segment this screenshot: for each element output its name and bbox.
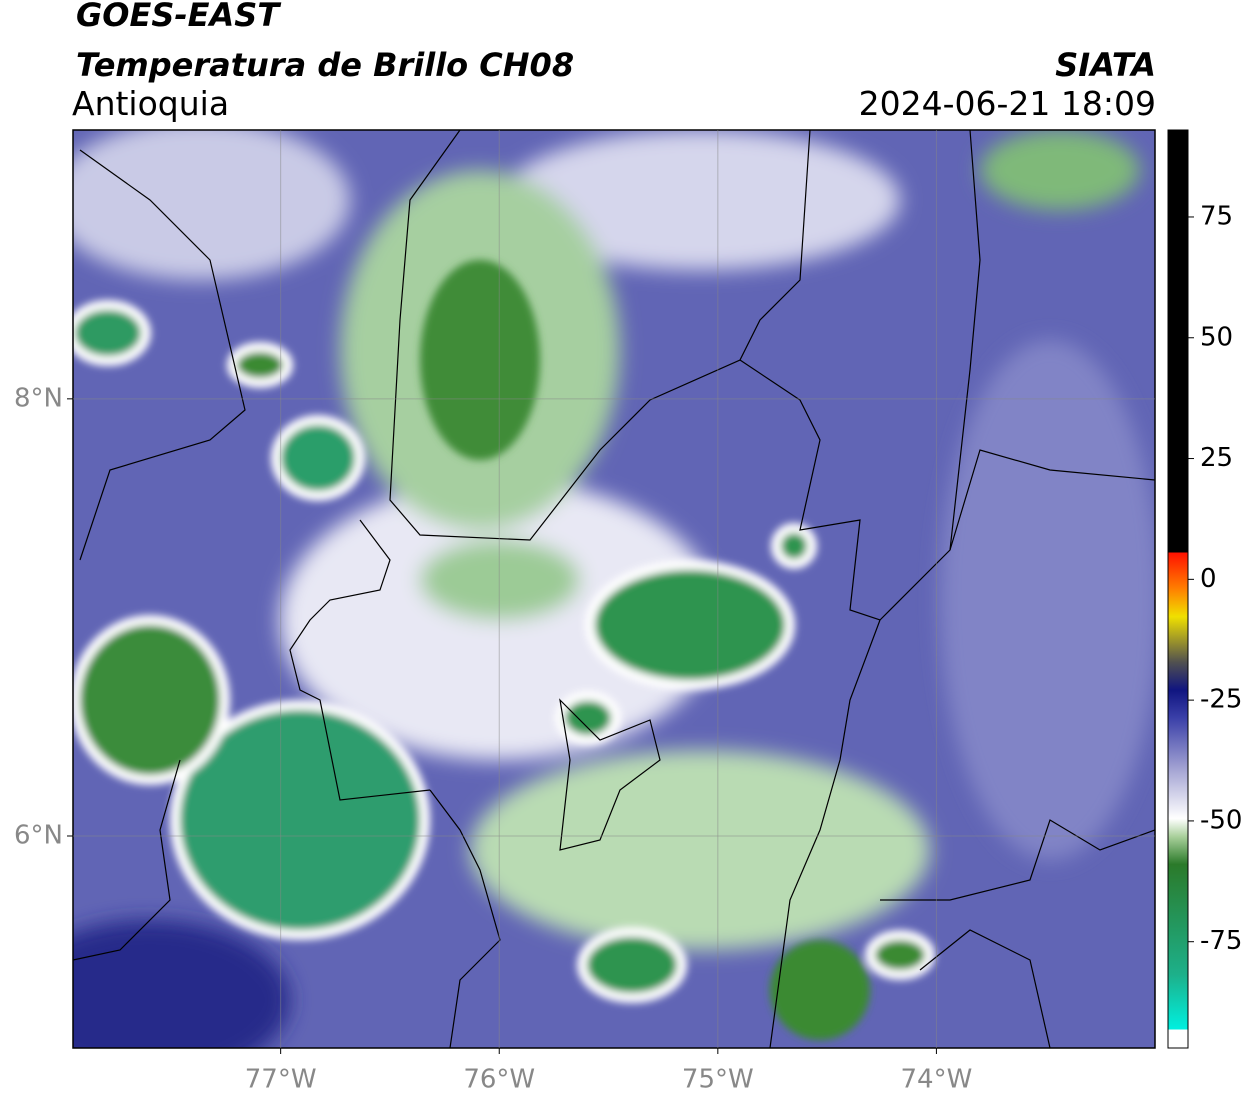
- colorbar-tick-label: -25: [1200, 685, 1242, 715]
- lat-tick-label: 8°N: [14, 383, 63, 413]
- colorbar-tick-label: -50: [1200, 805, 1242, 835]
- source: SIATA: [1055, 46, 1156, 84]
- title: GOES-EAST: [76, 0, 280, 34]
- subtitle: Temperatura de Brillo CH08: [76, 46, 575, 84]
- colorbar-tick-label: 75: [1200, 201, 1233, 231]
- colorbar: [1167, 129, 1189, 1049]
- colorbar-tick-label: 0: [1200, 564, 1217, 594]
- borders: [73, 130, 1155, 1048]
- colorbar-tick-label: 25: [1200, 443, 1233, 473]
- lon-tick-label: 75°W: [682, 1065, 754, 1095]
- lat-tick-label: 6°N: [14, 820, 63, 850]
- lon-tick-label: 77°W: [245, 1065, 317, 1095]
- region: Antioquia: [72, 84, 230, 123]
- lon-tick-label: 76°W: [463, 1065, 535, 1095]
- lon-tick-label: 74°W: [901, 1065, 973, 1095]
- colorbar-tick-label: -75: [1200, 926, 1242, 956]
- imagery: [73, 130, 1155, 1048]
- datetime: 2024-06-21 18:09: [858, 84, 1156, 123]
- colorbar-tick-label: 50: [1200, 322, 1233, 352]
- map-frame: [72, 129, 1156, 1049]
